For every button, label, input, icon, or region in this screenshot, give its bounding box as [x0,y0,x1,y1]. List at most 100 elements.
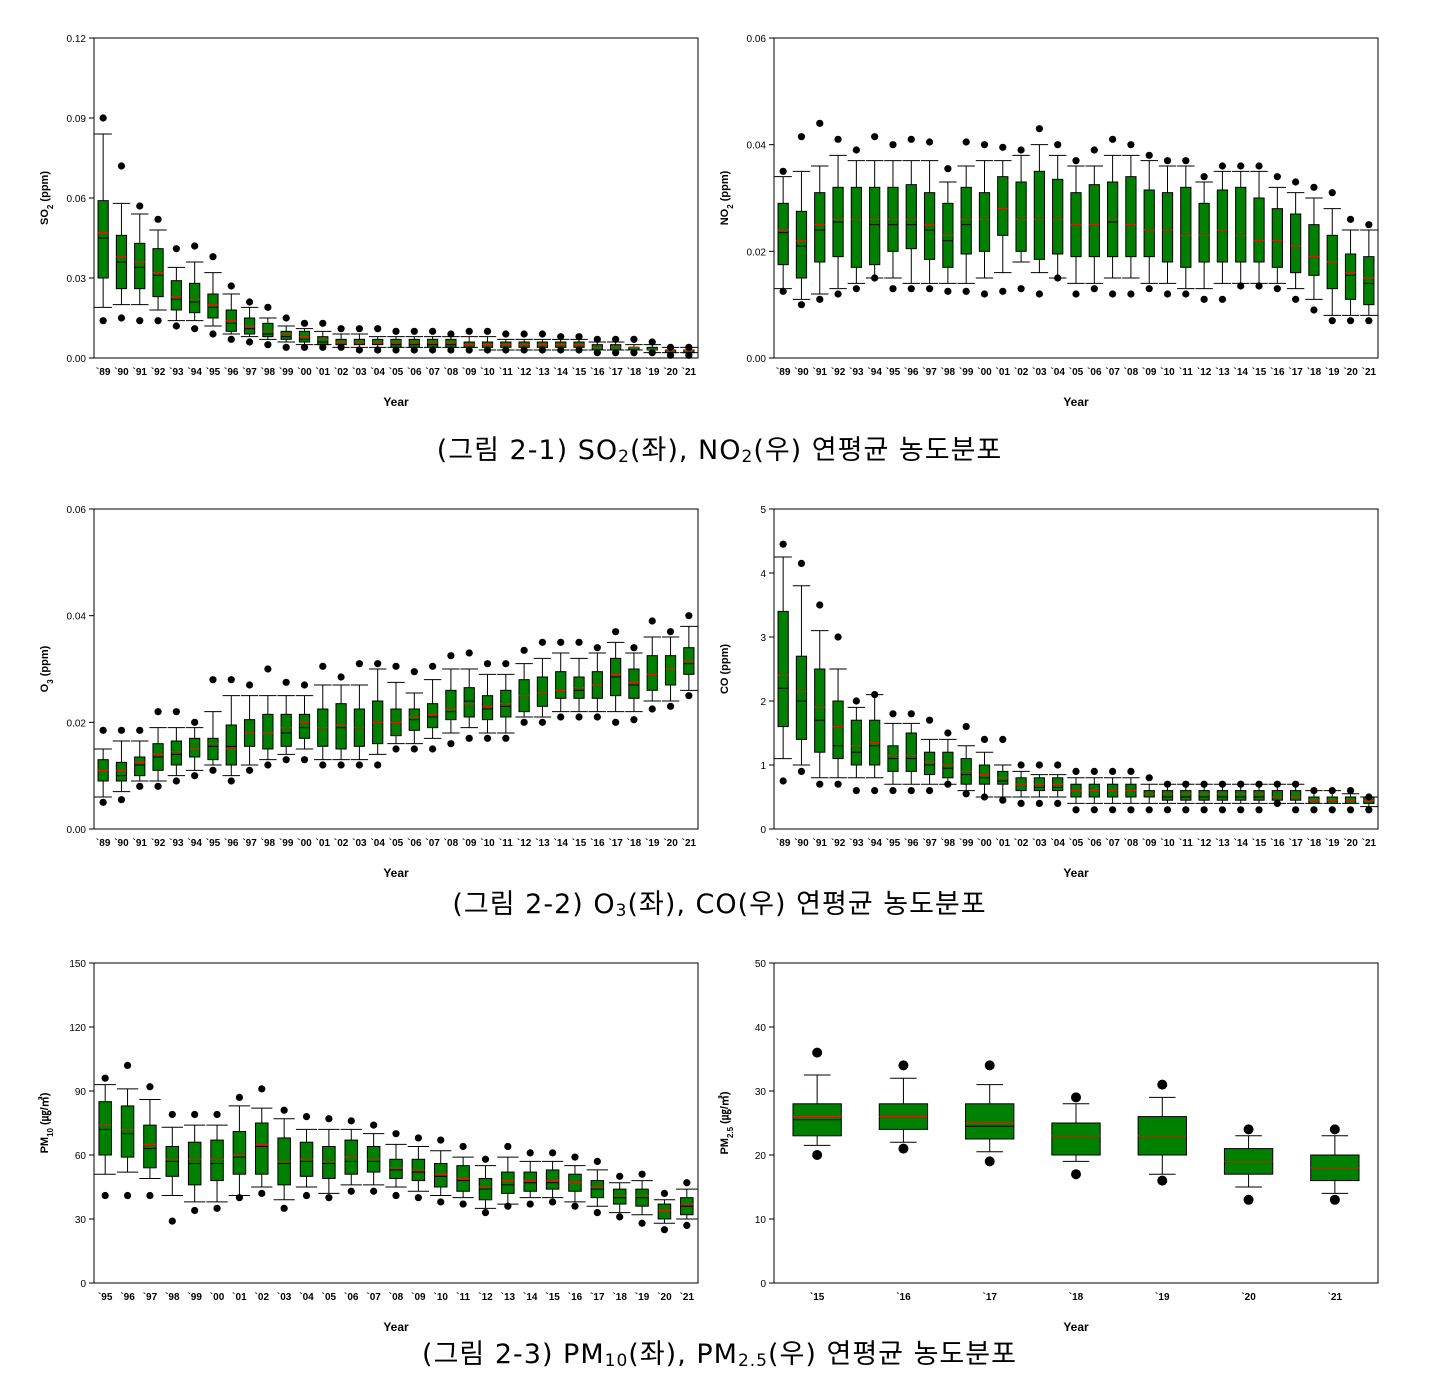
outlier-point [1145,285,1153,293]
x-tick-label: `13 [501,1292,516,1303]
outlier-point [1310,787,1318,795]
y-axis-title-unit: (ppm) [39,645,51,679]
outlier-point [1071,1169,1081,1180]
outlier-point [1200,806,1208,814]
box-08 [442,330,460,354]
outlier-point [136,726,144,734]
outlier-point [437,1136,445,1144]
x-tick-label: `07 [1105,367,1120,378]
outlier-point [117,726,126,734]
box-05 [1067,767,1085,814]
x-tick-label: `12 [517,838,532,849]
box-15 [1250,780,1268,814]
y-tick-label: 0.00 [747,354,767,365]
box-body [523,1171,537,1192]
outlier-point [666,351,675,359]
box-body [1161,790,1174,801]
outlier-point [944,165,952,173]
outlier-point [593,1209,601,1217]
outlier-point [447,652,455,660]
box-96 [222,282,240,343]
x-tick-label: `15 [572,838,587,849]
caption-subscript: 3 [615,901,628,921]
outlier-point [1017,146,1025,154]
box-95 [94,1074,116,1200]
box-16 [878,1060,929,1154]
box-13 [1213,780,1232,814]
outlier-point [1109,290,1117,298]
box-19 [1323,787,1341,814]
box-96 [222,676,240,785]
x-tick-label: `93 [849,367,864,378]
y-axis-title: PM2.5 (㎍/㎥) [717,1091,735,1154]
outlier-point [168,1110,176,1119]
outlier-point [630,335,638,343]
outlier-point [213,1204,221,1212]
box-body [1052,178,1064,255]
x-tick-label: `03 [1032,367,1047,378]
outlier-point [1127,767,1135,775]
x-tick-label: `13 [1215,838,1230,849]
outlier-point [1200,295,1208,303]
y-axis-title: PM10 (㎍/㎥) [37,1092,55,1153]
plot-frame [773,962,1379,1284]
outlier-point [172,245,180,253]
x-tick-label: `92 [151,367,166,378]
outlier-point [117,162,126,170]
x-axis-title: Year [383,866,409,880]
box-body [210,1139,224,1182]
x-tick-label: `92 [831,838,846,849]
box-94 [865,691,884,795]
box-07 [1103,767,1122,814]
x-tick-label: `06 [1087,838,1102,849]
x-tick-label: `05 [1069,367,1084,378]
box-body [832,700,844,760]
box-14 [1232,780,1250,814]
box-99 [277,314,295,351]
caption-text: (좌), NO [629,435,742,466]
x-tick-label: `19 [645,367,660,378]
x-tick-label: `16 [590,838,605,849]
y-axis-title-main: O [39,683,51,692]
box-body [664,655,677,686]
y-tick-label: 40 [755,1023,767,1034]
outlier-point [1182,157,1190,165]
box-89 [94,114,112,325]
outlier-point [812,1047,823,1058]
x-tick-label: `95 [98,1292,113,1303]
outlier-point [648,338,656,346]
x-tick-label: `91 [133,367,148,378]
box-16 [564,1153,586,1210]
box-09 [407,1134,430,1202]
box-body [1143,189,1155,258]
outlier-point [852,787,860,795]
x-tick-label: `07 [1105,838,1120,849]
box-04 [368,325,387,354]
outlier-point [980,141,989,149]
outlier-point [612,349,620,357]
outlier-point [907,135,915,143]
box-body [1216,790,1229,801]
outlier-point [1163,157,1172,165]
x-tick-label: `04 [1050,838,1065,849]
outlier-point [429,745,437,753]
outlier-point [999,143,1007,151]
outlier-point [483,734,492,742]
outlier-point [99,798,107,806]
box-21 [1360,793,1378,814]
x-tick-label: `11 [499,367,513,378]
outlier-point [852,285,860,293]
x-tick-label: `08 [389,1292,404,1303]
box-15 [792,1047,842,1160]
box-02 [251,1085,273,1197]
y-tick-label: 0 [80,1279,86,1290]
box-body [997,176,1009,236]
outlier-point [1218,162,1227,170]
outlier-point [1346,806,1355,814]
outlier-point [1035,761,1043,769]
box-03 [1030,761,1049,807]
box-06 [1085,767,1104,814]
outlier-point [638,1219,646,1227]
outlier-point [962,790,970,798]
outlier-point [1365,793,1373,801]
